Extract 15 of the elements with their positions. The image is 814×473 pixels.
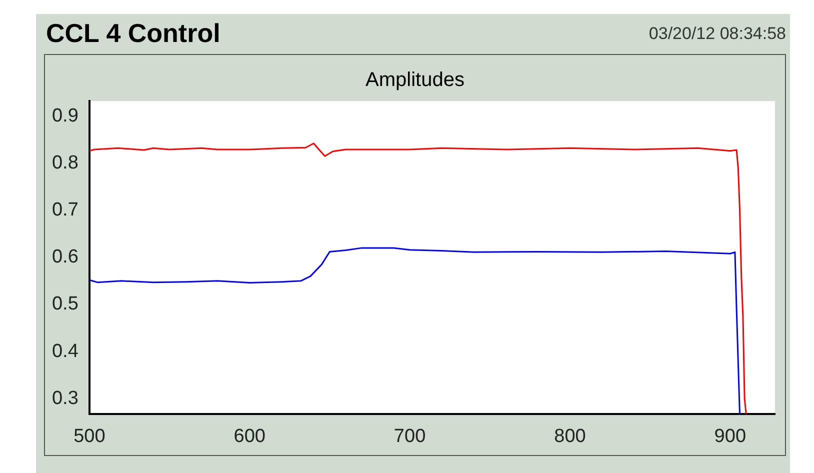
chart-subtitle: Amplitudes <box>364 69 466 92</box>
x-tick-label: 700 <box>394 426 426 447</box>
x-tick-label: 900 <box>714 426 746 447</box>
y-tick-label: 0.4 <box>52 340 79 362</box>
text: 03/20/12 08:34:58 <box>648 24 786 44</box>
y-tick-label: 0.6 <box>52 246 78 268</box>
chart-title: CCL 4 Control <box>46 18 220 49</box>
x-tick-label: 800 <box>554 426 586 447</box>
y-tick-label: 0.8 <box>52 152 78 174</box>
x-tick-label: 500 <box>74 426 106 447</box>
y-tick-label: 0.9 <box>52 105 78 126</box>
y-tick-label: 0.7 <box>52 200 78 220</box>
y-tick-label: 0.3 <box>52 388 78 409</box>
x-tick-label: 600 <box>234 426 266 447</box>
y-tick-label: 0.5 <box>52 294 78 315</box>
